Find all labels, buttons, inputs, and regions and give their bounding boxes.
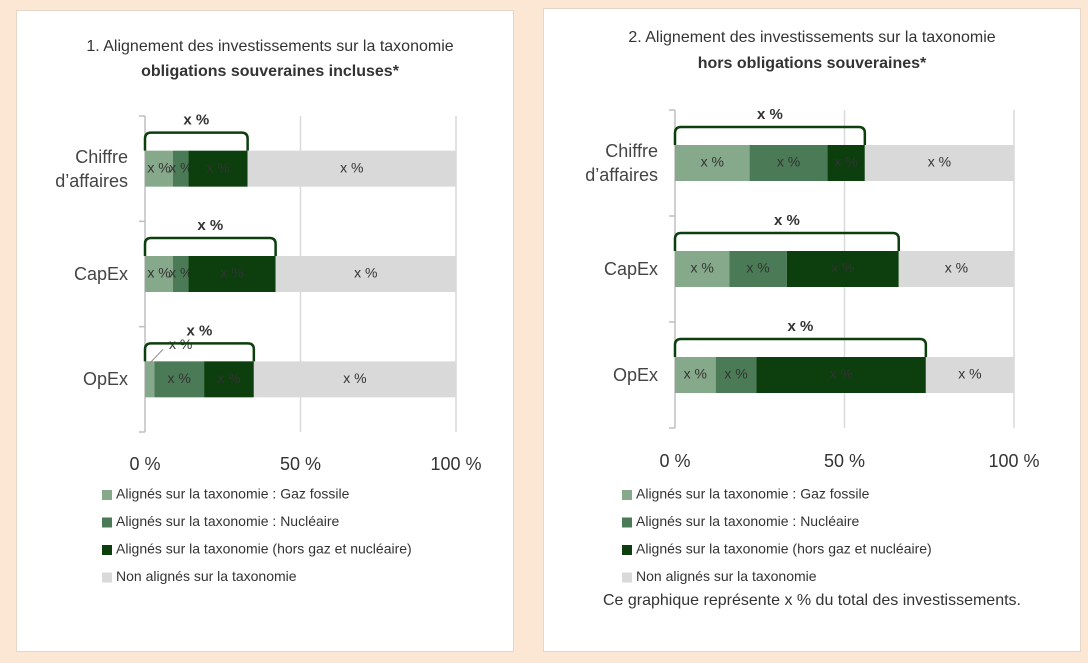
legend-marker [622,545,632,555]
panel [543,8,1081,652]
total-label: x % [788,318,814,335]
data-label: x % [340,159,363,175]
total-label: x % [774,212,800,229]
y-tick-label: CapEx [603,259,658,279]
bracket [673,337,928,357]
legend-label: Non alignés sur la taxonomie [636,568,817,584]
data-label: x % [220,265,243,281]
bar-segment [145,150,173,187]
legend-marker [622,572,632,583]
legend-label: Alignés sur la taxonomie (hors gaz et nu… [116,541,412,557]
data-label: x % [217,370,240,386]
bar-segment [864,145,1014,181]
bar-segment [253,361,456,398]
chart-title: 1. Alignement des investissements sur la… [86,38,453,55]
data-label: x % [684,366,707,382]
bar-segment [188,256,276,292]
bar-segment [145,256,173,292]
bracket [143,342,256,362]
data-label: x % [343,370,366,386]
panel [16,10,514,652]
data-label: x % [169,159,192,175]
legend-marker [102,517,112,528]
y-tick-label: Chiffre d’affaires [585,141,658,185]
legend-marker [102,572,112,583]
legend-label: Alignés sur la taxonomie : Gaz fossile [636,486,870,502]
data-label: x % [829,366,852,382]
bar-segment [925,357,1014,393]
legend-marker [622,517,632,528]
legend-label: Alignés sur la taxonomie (hors gaz et nu… [636,541,932,557]
data-label: x % [724,366,747,382]
x-tick-label: 100 % [430,454,481,474]
x-tick-label: 50 % [824,451,865,471]
chart-title: 2. Alignement des investissements sur la… [628,29,995,46]
bar-segment [145,361,155,398]
bar-segment [675,357,716,393]
bar-segment [756,357,926,393]
legend-label: Alignés sur la taxonomie : Nucléaire [636,513,860,529]
data-label: x % [206,159,229,175]
data-label: x % [169,265,192,281]
total-label: x % [757,106,783,123]
legend-marker [102,545,112,555]
y-tick-label: OpEx [612,365,658,385]
bar-segment [204,361,254,398]
bar-segment [154,361,205,398]
total-label: x % [197,217,223,234]
data-label: x % [958,366,981,382]
bracket [143,236,277,256]
bar-segment [275,256,456,292]
leader-line [149,348,164,364]
y-tick-label: OpEx [82,369,128,390]
x-tick-label: 50 % [280,454,321,474]
data-label: x % [831,260,854,276]
bar-segment [827,145,865,181]
x-tick-label: 100 % [988,451,1039,471]
data-label: x % [354,265,377,281]
bar-segment [172,150,189,187]
bar-segment [786,251,899,287]
bar-segment [675,145,750,181]
bar-segment [715,357,757,393]
bar-segment [188,150,248,187]
bar-segment [247,150,456,187]
note: Ce graphique représente x % du total des… [603,592,1021,609]
legend-label: Alignés sur la taxonomie : Nucléaire [116,513,340,529]
data-label: x % [928,154,951,170]
bar-segment [172,256,189,292]
bracket [673,125,867,145]
data-label: x % [777,154,800,170]
data-label: x % [945,260,968,276]
legend-marker [102,490,112,500]
legend-label: Alignés sur la taxonomie : Gaz fossile [116,486,350,502]
x-tick-label: 0 % [659,451,690,471]
data-label: x % [168,370,191,386]
bar-segment [749,145,828,181]
bar-segment [898,251,1014,287]
data-label: x % [690,260,713,276]
data-label: x % [835,154,858,170]
bracket [673,231,900,251]
chart-subtitle: hors obligations souveraines* [698,55,927,72]
chart-subtitle: obligations souveraines incluses* [141,63,400,80]
total-label: x % [183,112,209,129]
data-label: x % [701,154,724,170]
x-tick-label: 0 % [129,454,160,474]
legend-marker [622,490,632,500]
bar-segment [675,251,730,287]
data-label: x % [746,260,769,276]
bracket [143,131,249,151]
data-label: x % [147,159,170,175]
legend-label: Non alignés sur la taxonomie [116,568,297,584]
data-label: x % [147,265,170,281]
bar-segment [729,251,787,287]
total-label: x % [186,322,212,339]
y-tick-label: Chiffre d’affaires [55,146,128,191]
y-tick-label: CapEx [73,264,128,284]
